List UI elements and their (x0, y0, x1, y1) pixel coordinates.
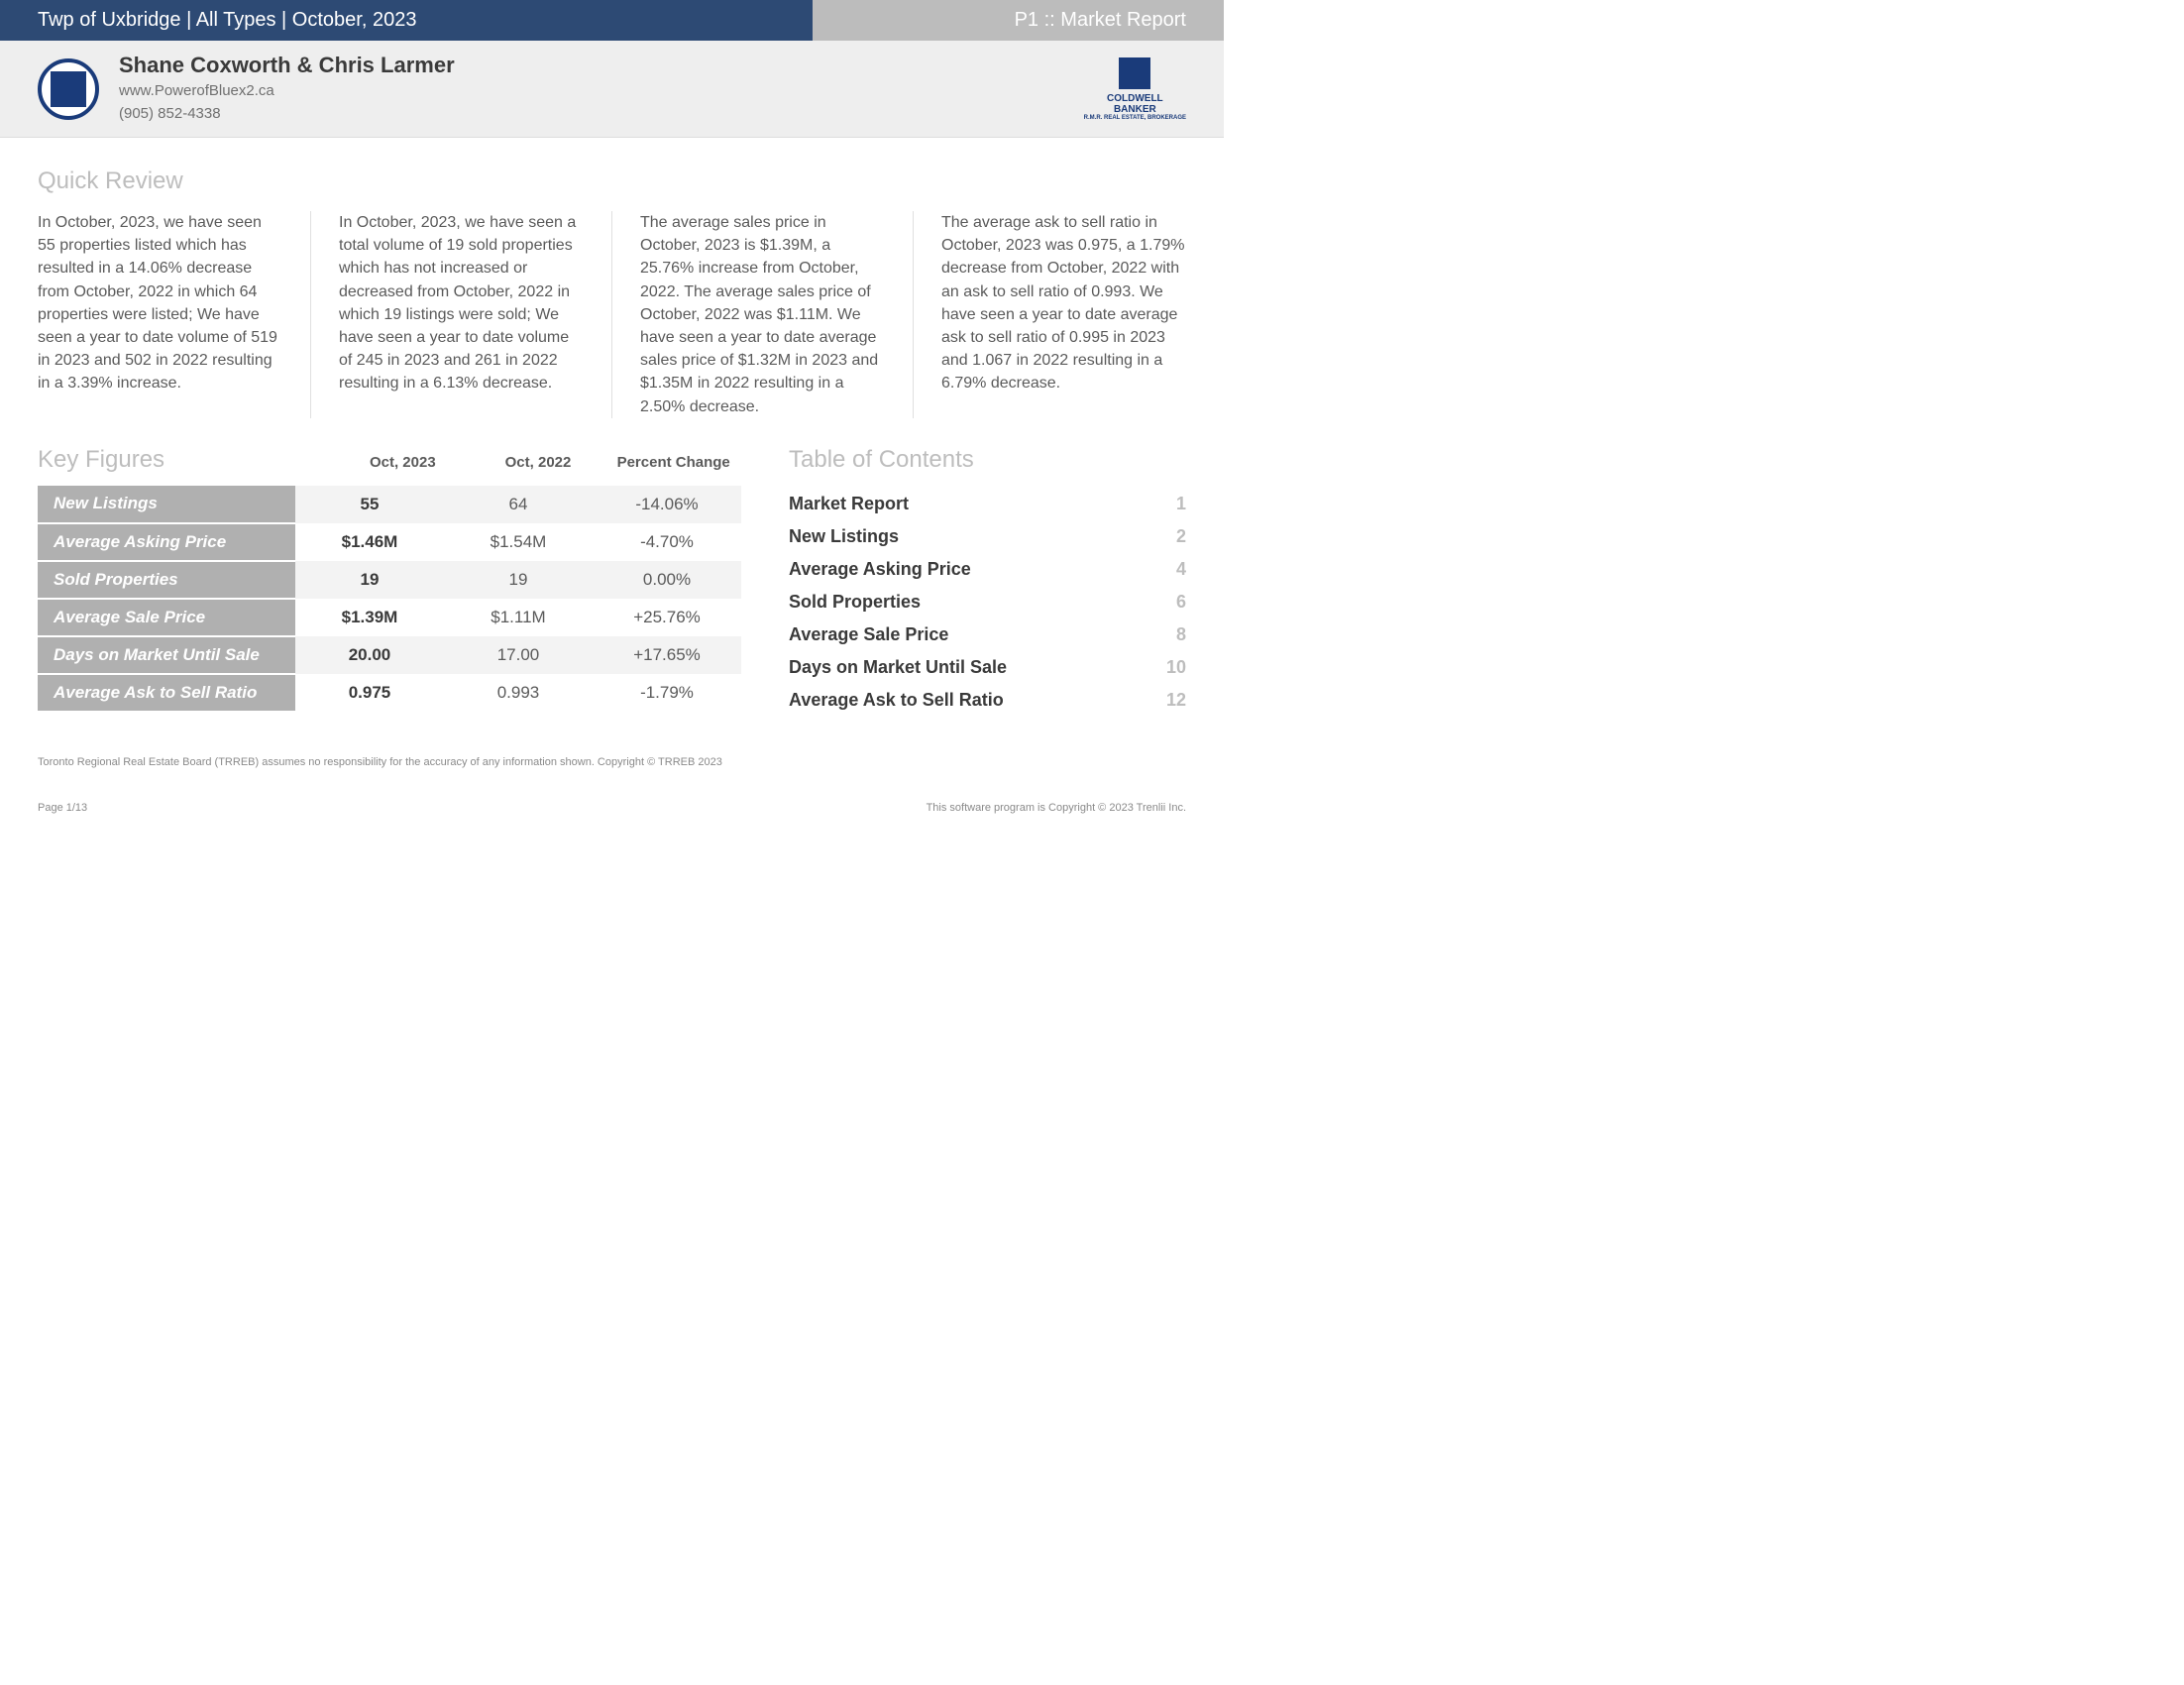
brand-line1: COLDWELL (1084, 93, 1186, 104)
toc-page: 12 (1166, 690, 1186, 711)
toc-item[interactable]: Average Ask to Sell Ratio 12 (789, 684, 1186, 717)
kf-cell: -14.06% (593, 486, 741, 523)
key-figures-title: Key Figures (38, 446, 335, 474)
footer-disclaimer: Toronto Regional Real Estate Board (TRRE… (38, 756, 1186, 768)
agent-website: www.PowerofBluex2.ca (119, 80, 1064, 103)
review-col: The average ask to sell ratio in October… (914, 211, 1186, 418)
brand-logo: COLDWELL BANKER R.M.R. REAL ESTATE, BROK… (1084, 57, 1186, 121)
kf-row-label: Sold Properties (38, 561, 295, 599)
house-icon (51, 71, 86, 107)
kf-cell: $1.11M (444, 599, 593, 636)
table-row: Average Sale Price$1.39M$1.11M+25.76% (38, 599, 741, 636)
toc-label: Market Report (789, 494, 909, 514)
kf-row-label: Average Ask to Sell Ratio (38, 674, 295, 712)
table-row: New Listings5564-14.06% (38, 486, 741, 523)
kf-row-label: Days on Market Until Sale (38, 636, 295, 674)
toc-item[interactable]: Sold Properties 6 (789, 586, 1186, 618)
agent-avatar (38, 58, 99, 120)
toc-item[interactable]: Market Report 1 (789, 488, 1186, 520)
toc-title: Table of Contents (789, 446, 1186, 474)
review-col: The average sales price in October, 2023… (612, 211, 914, 418)
kf-header: Oct, 2023 (335, 454, 471, 471)
toc-label: New Listings (789, 526, 899, 547)
agent-phone: (905) 852-4338 (119, 103, 1064, 126)
toc-page: 8 (1176, 624, 1186, 645)
table-row: Average Asking Price$1.46M$1.54M-4.70% (38, 523, 741, 561)
toc-item[interactable]: New Listings 2 (789, 520, 1186, 553)
toc-item[interactable]: Average Sale Price 8 (789, 618, 1186, 651)
topbar-title: Twp of Uxbridge | All Types | October, 2… (0, 0, 813, 41)
toc-label: Sold Properties (789, 592, 921, 613)
toc-label: Average Ask to Sell Ratio (789, 690, 1004, 711)
kf-cell: 0.993 (444, 674, 593, 712)
agent-header: Shane Coxworth & Chris Larmer www.Powero… (0, 41, 1224, 138)
kf-cell: 19 (295, 561, 444, 599)
kf-cell: -1.79% (593, 674, 741, 712)
toc-label: Average Asking Price (789, 559, 971, 580)
brand-line2: BANKER (1084, 104, 1186, 115)
kf-cell: $1.39M (295, 599, 444, 636)
quick-review-title: Quick Review (38, 168, 1186, 195)
toc-page: 4 (1176, 559, 1186, 580)
quick-review-grid: In October, 2023, we have seen 55 proper… (38, 211, 1186, 418)
review-col: In October, 2023, we have seen a total v… (311, 211, 612, 418)
toc-label: Average Sale Price (789, 624, 948, 645)
kf-cell: 55 (295, 486, 444, 523)
brand-sub: R.M.R. REAL ESTATE, BROKERAGE (1084, 115, 1186, 121)
toc-page: 1 (1176, 494, 1186, 514)
brand-icon (1119, 57, 1150, 89)
kf-cell: $1.46M (295, 523, 444, 561)
kf-cell: 17.00 (444, 636, 593, 674)
top-bar: Twp of Uxbridge | All Types | October, 2… (0, 0, 1224, 41)
toc-page: 6 (1176, 592, 1186, 613)
toc-item[interactable]: Days on Market Until Sale 10 (789, 651, 1186, 684)
agent-info: Shane Coxworth & Chris Larmer www.Powero… (119, 53, 1064, 125)
kf-row-label: New Listings (38, 486, 295, 523)
page-number: Page 1/13 (38, 802, 87, 814)
agent-name: Shane Coxworth & Chris Larmer (119, 53, 1064, 78)
footer: Toronto Regional Real Estate Board (TRRE… (0, 736, 1224, 834)
table-of-contents: Table of Contents Market Report 1 New List… (789, 446, 1186, 717)
kf-cell: 0.00% (593, 561, 741, 599)
kf-cell: 64 (444, 486, 593, 523)
kf-cell: +17.65% (593, 636, 741, 674)
kf-cell: +25.76% (593, 599, 741, 636)
table-row: Days on Market Until Sale20.0017.00+17.6… (38, 636, 741, 674)
toc-item[interactable]: Average Asking Price 4 (789, 553, 1186, 586)
kf-header: Oct, 2022 (471, 454, 606, 471)
toc-page: 2 (1176, 526, 1186, 547)
kf-header: Percent Change (605, 454, 741, 471)
key-figures-table: New Listings5564-14.06%Average Asking Pr… (38, 486, 741, 713)
toc-label: Days on Market Until Sale (789, 657, 1007, 678)
kf-cell: 19 (444, 561, 593, 599)
footer-copyright: This software program is Copyright © 202… (927, 802, 1186, 814)
table-row: Sold Properties19190.00% (38, 561, 741, 599)
kf-cell: 0.975 (295, 674, 444, 712)
kf-cell: 20.00 (295, 636, 444, 674)
kf-row-label: Average Sale Price (38, 599, 295, 636)
toc-page: 10 (1166, 657, 1186, 678)
kf-row-label: Average Asking Price (38, 523, 295, 561)
kf-cell: $1.54M (444, 523, 593, 561)
kf-cell: -4.70% (593, 523, 741, 561)
topbar-page-label: P1 :: Market Report (813, 0, 1224, 41)
table-row: Average Ask to Sell Ratio0.9750.993-1.79… (38, 674, 741, 712)
review-col: In October, 2023, we have seen 55 proper… (38, 211, 311, 418)
key-figures: Key Figures Oct, 2023 Oct, 2022 Percent … (38, 446, 741, 717)
